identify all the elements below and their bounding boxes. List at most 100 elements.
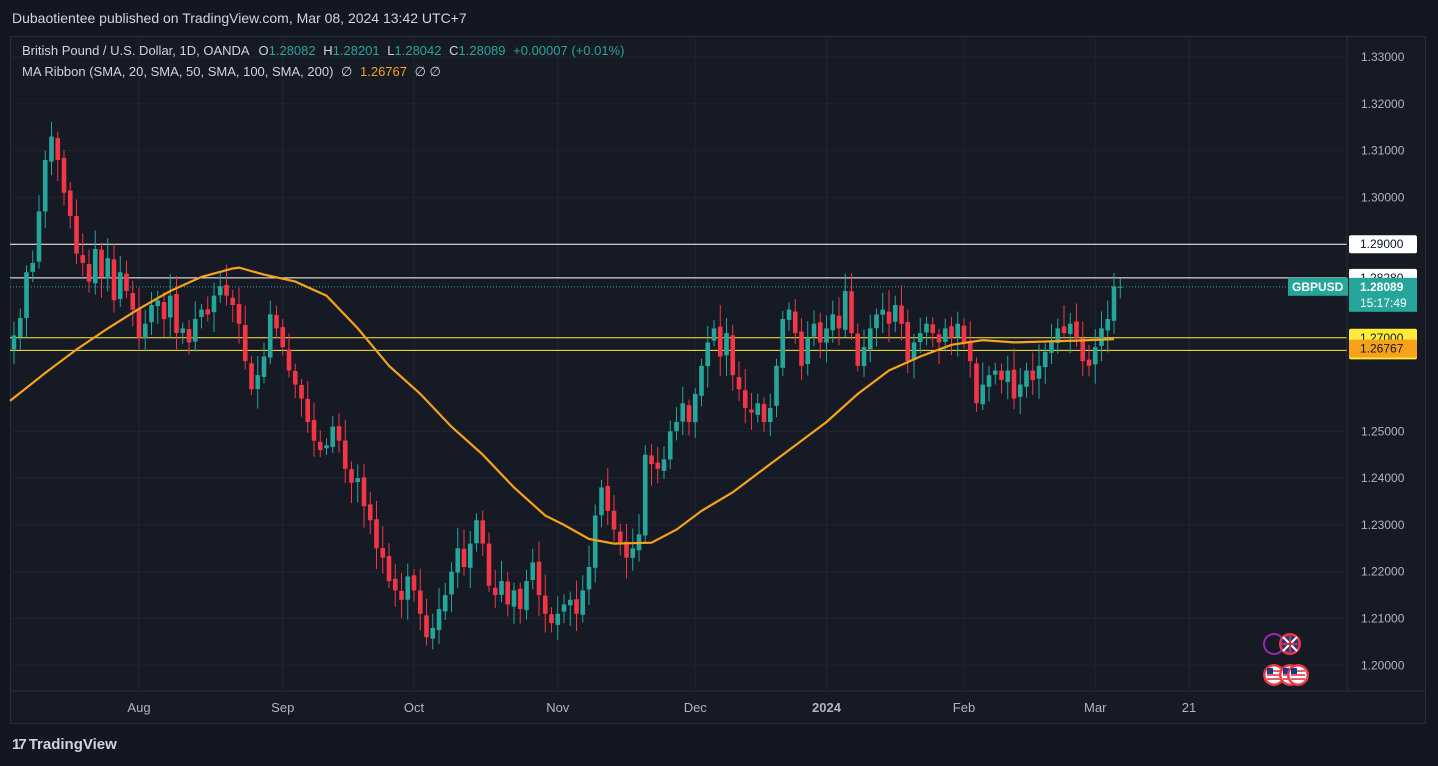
ma-badge-bg xyxy=(1349,339,1417,358)
price-tick-label: 1.21000 xyxy=(1361,611,1405,625)
candle-up xyxy=(630,548,636,558)
candle-up xyxy=(805,337,811,365)
close-label: C xyxy=(449,43,459,58)
candle-up xyxy=(780,319,786,368)
candle-up xyxy=(524,581,529,611)
candle-down xyxy=(605,485,611,511)
candle-up xyxy=(117,272,123,300)
candle-down xyxy=(486,543,492,586)
candle-down xyxy=(411,575,417,591)
candle-up xyxy=(442,595,448,612)
candle-down xyxy=(899,305,904,324)
candle-up xyxy=(561,604,567,612)
candle-up xyxy=(980,384,986,405)
last-price-label: 1.28089 xyxy=(1360,280,1404,294)
candle-down xyxy=(855,333,861,366)
candle-down xyxy=(730,335,736,376)
candle-up xyxy=(711,328,717,341)
candle-up xyxy=(755,403,761,415)
candle-up xyxy=(455,548,461,573)
candle-down xyxy=(305,398,311,422)
candle-up xyxy=(917,333,923,343)
ma-ribbon-line xyxy=(9,266,1115,545)
candle-down xyxy=(542,595,548,614)
low-value: 1.28042 xyxy=(394,43,442,58)
candle-down xyxy=(505,581,511,605)
candle-down xyxy=(1080,338,1086,362)
candle-down xyxy=(836,315,842,329)
candle-up xyxy=(49,136,54,162)
candle-up xyxy=(811,323,817,337)
symbol-legend[interactable]: British Pound / U.S. Dollar, 1D, OANDA O… xyxy=(22,43,624,58)
candle-down xyxy=(99,249,104,277)
indicator-legend[interactable]: MA Ribbon (SMA, 20, SMA, 50, SMA, 100, S… xyxy=(22,64,441,80)
candle-up xyxy=(92,248,98,284)
candle-up xyxy=(430,627,436,639)
candle-down xyxy=(1086,359,1092,366)
time-tick-label: Aug xyxy=(127,700,150,715)
candle-up xyxy=(1067,323,1073,334)
candle-down xyxy=(286,349,292,371)
candle-down xyxy=(361,477,367,507)
level-badge: 1.29000 xyxy=(1360,237,1404,251)
candle-down xyxy=(649,455,654,465)
candle-up xyxy=(955,323,961,338)
candle-down xyxy=(186,329,192,343)
candle-up xyxy=(661,459,667,471)
candle-down xyxy=(492,587,498,596)
candle-up xyxy=(467,543,473,568)
price-tick-label: 1.24000 xyxy=(1361,471,1405,485)
candle-up xyxy=(592,515,598,568)
candle-down xyxy=(124,273,129,291)
tradingview-logo[interactable]: 17 TradingView xyxy=(12,736,117,753)
price-tick-label: 1.33000 xyxy=(1361,50,1405,64)
candle-down xyxy=(424,615,429,638)
candles xyxy=(11,121,1123,650)
candle-down xyxy=(317,441,323,451)
candle-up xyxy=(674,421,679,432)
candle-down xyxy=(136,309,142,338)
candle-down xyxy=(886,311,892,324)
candle-down xyxy=(574,599,579,614)
candle-down xyxy=(905,322,911,362)
candle-up xyxy=(1036,365,1042,379)
candle-up xyxy=(149,305,154,323)
candle-up xyxy=(874,314,879,329)
candle-up xyxy=(255,375,261,390)
low-label: L xyxy=(387,43,395,58)
candle-down xyxy=(611,510,617,530)
candlestick-chart[interactable]: 1.33000 1.32000 1.31000 1.30000 1.25000 1.240… xyxy=(0,0,1438,724)
candle-up xyxy=(42,159,48,212)
candle-down xyxy=(1074,321,1079,338)
candle-up xyxy=(555,613,561,625)
candle-down xyxy=(974,363,979,404)
candle-down xyxy=(686,405,692,422)
candle-up xyxy=(911,342,917,360)
candle-down xyxy=(299,384,304,399)
time-tick-label: Dec xyxy=(684,700,708,715)
candle-up xyxy=(180,328,186,333)
candle-down xyxy=(249,363,254,390)
candle-up xyxy=(892,305,898,322)
candle-up xyxy=(142,323,148,339)
candle-up xyxy=(767,407,773,422)
candle-up xyxy=(1042,351,1048,368)
economic-event-icons[interactable] xyxy=(1263,633,1309,686)
ma-empty-value: ∅ xyxy=(341,64,353,79)
price-tick-label: 1.32000 xyxy=(1361,97,1405,111)
horizontal-levels xyxy=(10,243,1347,351)
candle-down xyxy=(311,419,317,441)
candle-up xyxy=(924,323,929,333)
candle-up xyxy=(774,365,779,406)
candle-down xyxy=(274,315,279,329)
us-flag-icon-canton xyxy=(1283,668,1289,674)
brand-name: TradingView xyxy=(28,736,117,753)
candle-down xyxy=(1030,370,1036,380)
candle-up xyxy=(499,581,504,595)
candle-down xyxy=(280,327,286,348)
candle-up xyxy=(36,211,42,262)
candle-down xyxy=(374,519,379,549)
price-tick-label: 1.23000 xyxy=(1361,518,1405,532)
candle-down xyxy=(799,331,804,366)
candle-up xyxy=(167,295,173,318)
